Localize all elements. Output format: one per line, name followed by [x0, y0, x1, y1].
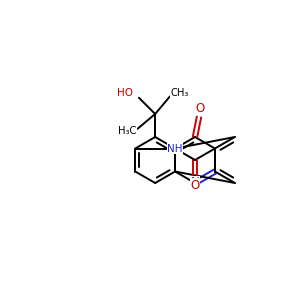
Text: CH₃: CH₃ [171, 88, 189, 98]
Text: H₃C: H₃C [118, 126, 137, 136]
Text: N: N [190, 176, 200, 190]
Text: HO: HO [117, 88, 133, 98]
Text: NH: NH [167, 143, 183, 154]
Text: O: O [190, 178, 200, 192]
Text: O: O [195, 101, 205, 115]
